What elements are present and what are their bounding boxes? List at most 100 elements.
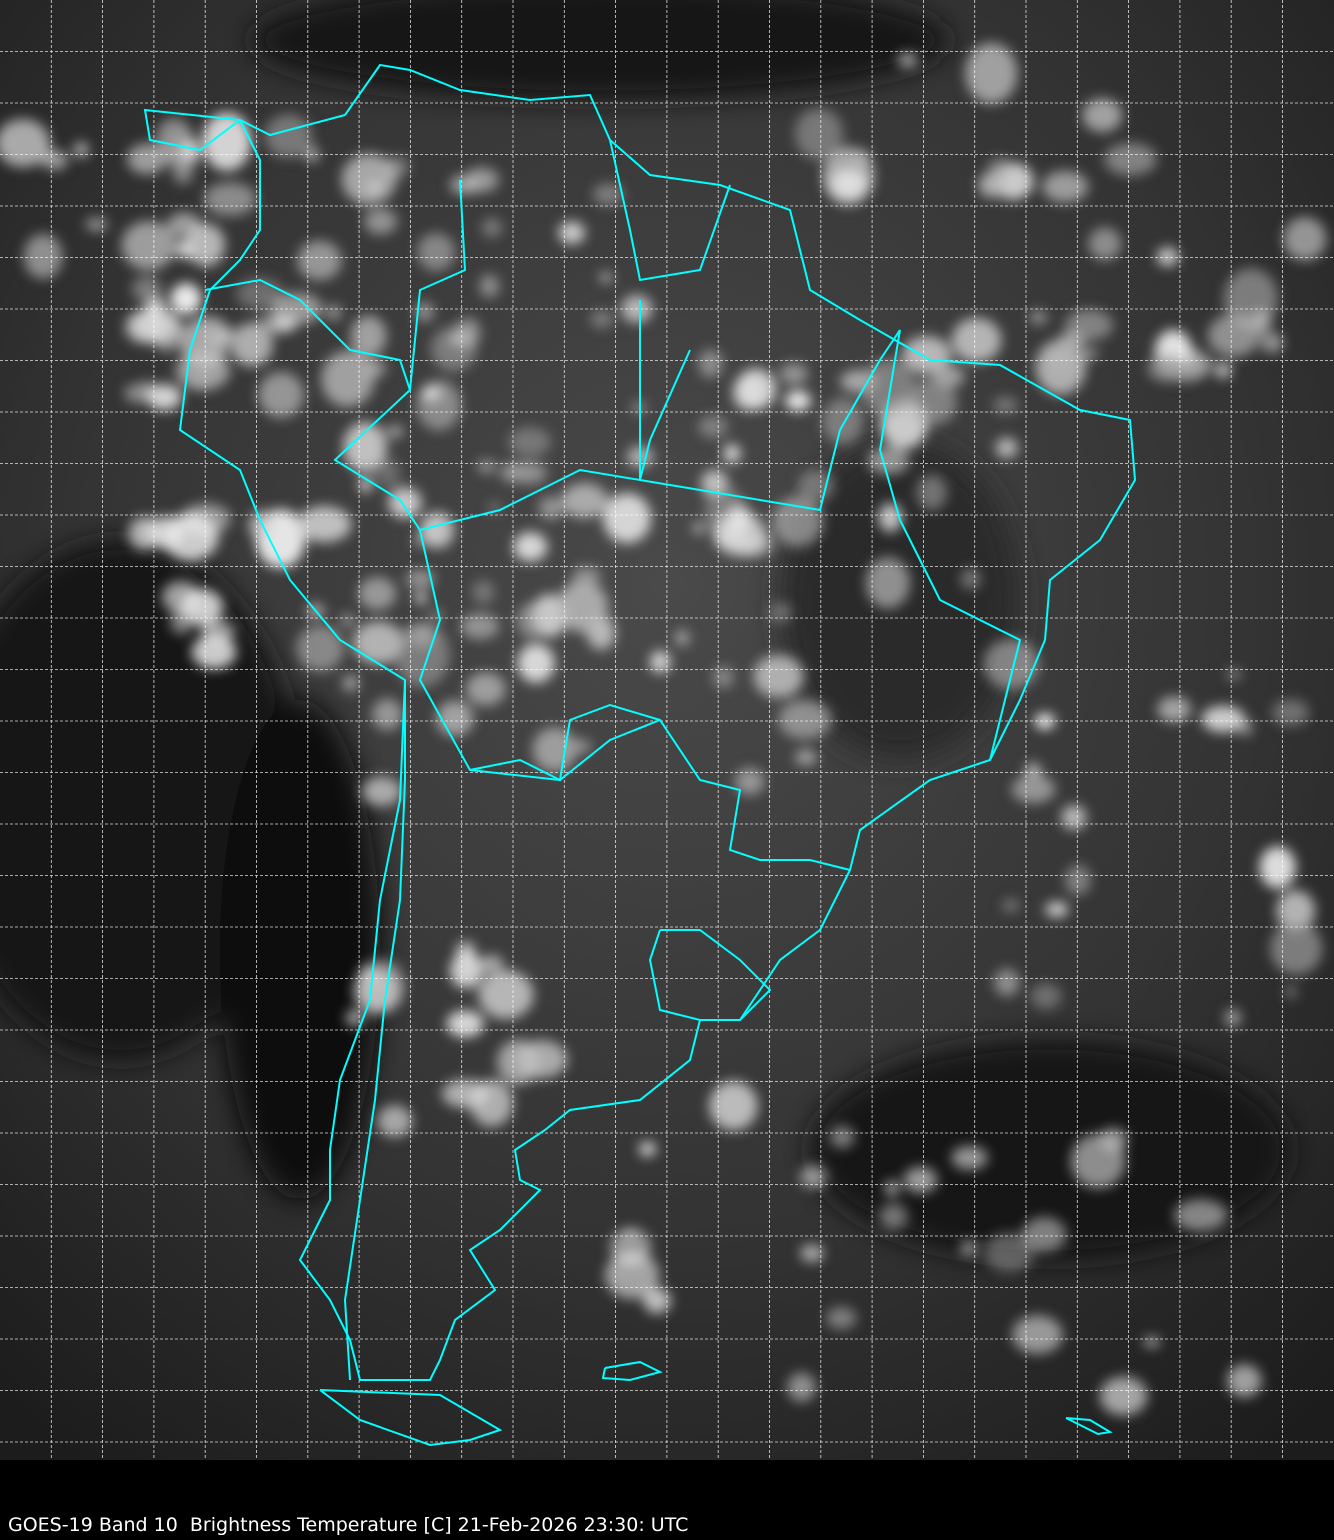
- cloud: [194, 375, 208, 389]
- cloud: [147, 384, 182, 411]
- cloud: [978, 171, 1006, 198]
- border-brazil-south: [418, 529, 851, 871]
- cloud: [341, 153, 397, 205]
- cloud: [264, 114, 313, 159]
- cloud: [296, 625, 345, 672]
- cloud: [830, 169, 867, 199]
- cloud: [517, 643, 555, 683]
- cloud: [826, 1307, 857, 1330]
- cloud: [1104, 143, 1157, 176]
- cloud: [1156, 247, 1179, 267]
- cloud: [603, 493, 651, 544]
- cloud: [516, 602, 548, 639]
- cloud: [1058, 331, 1086, 349]
- cloud: [388, 487, 422, 519]
- cloud: [441, 1079, 489, 1108]
- cloud: [371, 698, 403, 731]
- cloud: [516, 1040, 568, 1079]
- cloud: [513, 532, 548, 562]
- cloud-features: [0, 42, 1327, 1416]
- south-america-coastline: [143, 63, 1137, 1381]
- cloud: [933, 365, 965, 388]
- cloud: [85, 217, 108, 232]
- cloud: [191, 316, 227, 339]
- cloud: [358, 959, 406, 1014]
- coastlines-borders: [143, 63, 1137, 1447]
- border-peru-ecuador: [204, 278, 411, 391]
- south-georgia: [1065, 1417, 1113, 1436]
- cloud: [1276, 890, 1316, 932]
- cloud: [172, 167, 194, 184]
- cloud: [951, 1146, 988, 1170]
- cloud: [561, 483, 608, 518]
- cloud: [1070, 1133, 1126, 1189]
- cloud: [131, 275, 163, 303]
- cloud: [1064, 865, 1091, 896]
- cloud: [1012, 1315, 1063, 1354]
- cloud: [572, 566, 601, 587]
- cloud: [170, 283, 202, 315]
- cloud: [778, 699, 832, 739]
- cloud: [405, 569, 435, 589]
- cloud: [1030, 983, 1062, 1010]
- cloud: [460, 613, 500, 640]
- cloud: [1022, 1217, 1067, 1252]
- cloud: [414, 591, 428, 605]
- cloud: [965, 42, 1018, 104]
- cloud: [1260, 332, 1284, 353]
- cloud: [41, 150, 68, 170]
- cloud: [131, 307, 180, 344]
- cloud: [865, 557, 911, 609]
- cloud: [960, 1240, 978, 1256]
- cloud: [632, 401, 646, 414]
- cloud: [449, 953, 483, 989]
- satellite-map: [0, 0, 1334, 1460]
- cloud: [1099, 1376, 1148, 1416]
- cloud: [343, 421, 387, 472]
- cloud: [951, 317, 1002, 363]
- cloud: [532, 727, 577, 773]
- cloud: [186, 223, 226, 267]
- cloud: [455, 318, 481, 348]
- cloud: [364, 208, 398, 235]
- cloud: [995, 437, 1019, 459]
- cloud: [257, 313, 287, 335]
- cloud: [698, 349, 723, 378]
- cloud: [327, 304, 341, 321]
- cloud: [180, 142, 199, 161]
- cloud: [1045, 901, 1069, 918]
- cloud: [984, 1232, 1035, 1273]
- cloud: [867, 446, 910, 475]
- cloud: [375, 458, 401, 489]
- cloud: [420, 512, 455, 549]
- cloud: [1215, 362, 1232, 379]
- cloud: [768, 602, 792, 623]
- cloud: [1174, 1199, 1228, 1232]
- cloud: [121, 221, 176, 271]
- cloud: [191, 635, 237, 670]
- cloud: [1081, 347, 1099, 359]
- figure-caption: GOES-19 Band 10 Brightness Temperature […: [8, 1514, 689, 1536]
- border-uruguay: [648, 929, 772, 1021]
- cloud: [508, 426, 551, 457]
- border-brazil-states: [639, 300, 1022, 761]
- cloud: [556, 580, 609, 633]
- cloud: [465, 672, 506, 706]
- cloud: [1272, 699, 1310, 726]
- cloud: [898, 53, 918, 68]
- cloud: [698, 415, 728, 439]
- cloud: [734, 768, 765, 795]
- cloud: [449, 175, 480, 195]
- cloud: [481, 218, 503, 238]
- cloud: [271, 292, 323, 325]
- cloud: [605, 1251, 660, 1299]
- cloud: [1082, 98, 1123, 133]
- cloud: [297, 240, 342, 281]
- cloud: [799, 1165, 827, 1189]
- border-guianas: [609, 139, 731, 282]
- cloud: [822, 398, 864, 445]
- cloud: [830, 1126, 855, 1149]
- cloud: [1042, 170, 1089, 203]
- cloud: [297, 506, 352, 543]
- cloud: [638, 1141, 657, 1157]
